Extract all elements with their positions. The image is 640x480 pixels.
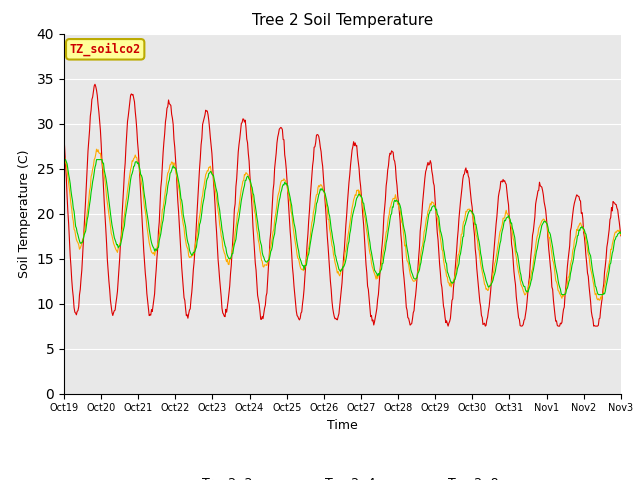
Tree2 -4cm bbox=[214, 208, 222, 214]
Tree2 -2cm bbox=[128, 92, 136, 98]
Tree2 -2cm bbox=[411, 299, 419, 304]
Tree2 -2cm bbox=[617, 233, 625, 239]
X-axis label: Time: Time bbox=[327, 419, 358, 432]
Tree2 -2cm bbox=[428, 160, 435, 166]
Tree2 -8cm bbox=[60, 156, 68, 162]
Tree2 -8cm bbox=[214, 191, 221, 196]
Tree2 -4cm bbox=[617, 232, 625, 238]
Tree2 -4cm bbox=[428, 202, 435, 208]
Line: Tree2 -2cm: Tree2 -2cm bbox=[64, 84, 621, 326]
Legend: Tree2 -2cm, Tree2 -4cm, Tree2 -8cm: Tree2 -2cm, Tree2 -4cm, Tree2 -8cm bbox=[162, 472, 523, 480]
Tree2 -8cm bbox=[617, 230, 625, 236]
Line: Tree2 -4cm: Tree2 -4cm bbox=[64, 149, 621, 300]
Tree2 -8cm bbox=[558, 292, 566, 298]
Tree2 -4cm bbox=[60, 149, 68, 155]
Tree2 -8cm bbox=[70, 208, 78, 214]
Tree2 -2cm bbox=[444, 323, 452, 329]
Tree2 -4cm bbox=[93, 146, 100, 152]
Tree2 -8cm bbox=[127, 173, 135, 179]
Tree2 -8cm bbox=[426, 207, 434, 213]
Tree2 -2cm bbox=[70, 305, 78, 311]
Tree2 -2cm bbox=[60, 133, 68, 139]
Title: Tree 2 Soil Temperature: Tree 2 Soil Temperature bbox=[252, 13, 433, 28]
Tree2 -4cm bbox=[70, 227, 78, 232]
Text: TZ_soilco2: TZ_soilco2 bbox=[70, 43, 141, 56]
Tree2 -8cm bbox=[410, 276, 418, 282]
Tree2 -4cm bbox=[185, 253, 193, 259]
Tree2 -8cm bbox=[184, 240, 192, 246]
Tree2 -2cm bbox=[91, 82, 99, 87]
Line: Tree2 -8cm: Tree2 -8cm bbox=[64, 159, 621, 295]
Tree2 -2cm bbox=[185, 311, 193, 317]
Tree2 -4cm bbox=[411, 278, 419, 284]
Y-axis label: Soil Temperature (C): Soil Temperature (C) bbox=[18, 149, 31, 278]
Tree2 -4cm bbox=[595, 297, 603, 303]
Tree2 -2cm bbox=[214, 257, 222, 263]
Tree2 -4cm bbox=[128, 158, 136, 164]
